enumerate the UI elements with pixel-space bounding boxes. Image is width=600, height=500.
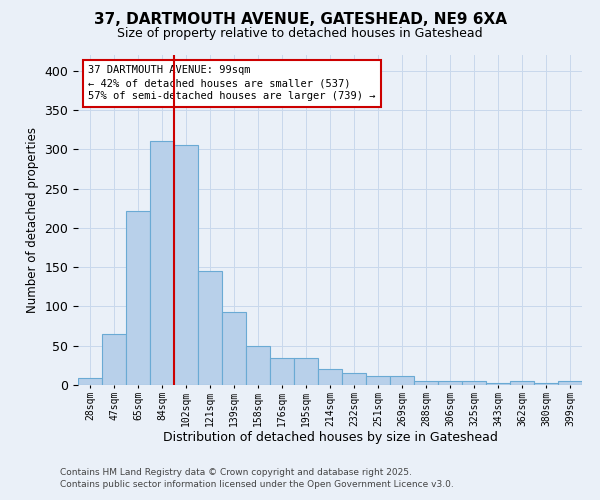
Bar	[150, 142, 174, 385]
Bar	[366, 376, 390, 385]
Bar	[438, 381, 462, 385]
Bar	[486, 382, 510, 385]
Bar	[462, 381, 486, 385]
Text: 37, DARTMOUTH AVENUE, GATESHEAD, NE9 6XA: 37, DARTMOUTH AVENUE, GATESHEAD, NE9 6XA	[94, 12, 506, 28]
Text: Size of property relative to detached houses in Gateshead: Size of property relative to detached ho…	[117, 28, 483, 40]
Bar	[534, 382, 558, 385]
Bar	[102, 334, 126, 385]
Bar	[558, 381, 582, 385]
Text: Contains HM Land Registry data © Crown copyright and database right 2025.
Contai: Contains HM Land Registry data © Crown c…	[60, 468, 454, 489]
Bar	[510, 381, 534, 385]
Bar	[270, 358, 294, 385]
Bar	[414, 381, 438, 385]
Bar	[222, 312, 246, 385]
X-axis label: Distribution of detached houses by size in Gateshead: Distribution of detached houses by size …	[163, 432, 497, 444]
Bar	[390, 376, 414, 385]
Bar	[198, 271, 222, 385]
Bar	[174, 146, 198, 385]
Bar	[318, 368, 342, 385]
Bar	[78, 378, 102, 385]
Text: 37 DARTMOUTH AVENUE: 99sqm
← 42% of detached houses are smaller (537)
57% of sem: 37 DARTMOUTH AVENUE: 99sqm ← 42% of deta…	[88, 65, 376, 102]
Bar	[246, 346, 270, 385]
Bar	[342, 373, 366, 385]
Y-axis label: Number of detached properties: Number of detached properties	[26, 127, 39, 313]
Bar	[294, 358, 318, 385]
Bar	[126, 212, 150, 385]
